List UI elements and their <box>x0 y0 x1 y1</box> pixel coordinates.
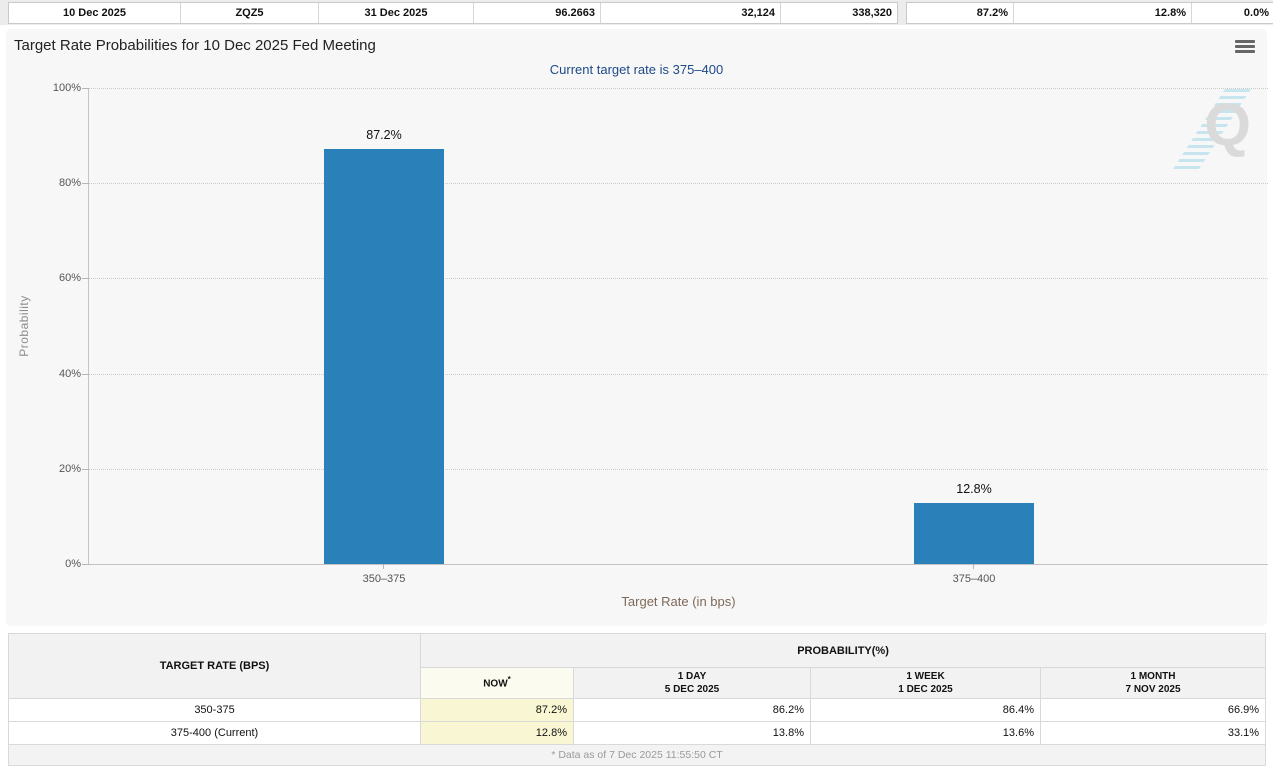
y-tick <box>82 468 89 470</box>
y-tick <box>82 373 89 375</box>
y-tick <box>82 278 89 280</box>
one-week-cell: 86.4% <box>810 698 1041 722</box>
y-tick-label: 0% <box>65 558 81 570</box>
chart-subtitle: Current target rate is 375–400 <box>549 62 724 77</box>
y-tick-label: 100% <box>52 82 81 94</box>
y-axis-title-text: Probability <box>17 295 31 357</box>
period-label: 1 MONTH <box>1130 670 1176 682</box>
strip-open-interest: 338,320 <box>852 7 892 19</box>
strip-contract-code: ZQZ5 <box>181 3 319 23</box>
menu-bar <box>1235 50 1255 53</box>
probability-bar-350-375[interactable] <box>324 148 444 564</box>
table-row-350-375: 350-375 87.2% 86.2% 86.4% 66.9% <box>8 698 1267 722</box>
probability-table: TARGET RATE (BPS) PROBABILITY(%) NOW* 1 … <box>7 633 1267 766</box>
probability-table-section: TARGET RATE (BPS) PROBABILITY(%) NOW* 1 … <box>7 633 1267 766</box>
period-label: 1 DAY <box>677 670 707 682</box>
bar-value-label: 12.8% <box>956 482 992 497</box>
gridline-60 <box>89 278 1268 280</box>
y-tick-label: 20% <box>58 462 81 475</box>
y-tick <box>82 183 89 185</box>
gridline-100 <box>89 88 1268 89</box>
bar-value-label: 87.2% <box>366 127 402 142</box>
chart-panel: Target Rate Probabilities for 10 Dec 202… <box>6 29 1268 626</box>
x-tick <box>973 564 974 569</box>
strip-expiry-date: 31 Dec 2025 <box>319 3 474 23</box>
header-1-week: 1 WEEK 1 DEC 2025 <box>810 667 1041 699</box>
now-footnote-marker: * <box>507 675 511 685</box>
now-cell: 87.2% <box>420 698 574 722</box>
period-date: 1 DEC 2025 <box>898 684 953 695</box>
header-1-day: 1 DAY 5 DEC 2025 <box>573 667 811 699</box>
header-1-month: 1 MONTH 7 NOV 2025 <box>1039 667 1267 699</box>
table-row-375-400-current: 375-400 (Current) 12.8% 13.8% 13.6% 33.1… <box>8 721 1267 745</box>
menu-bar <box>1235 40 1255 43</box>
now-label: NOW <box>483 678 508 690</box>
x-category-label: 350–375 <box>362 573 406 585</box>
quikstrike-q-watermark-icon: Q <box>1171 89 1251 169</box>
contract-quote-group: 10 Dec 2025 ZQZ5 31 Dec 2025 96.2663 32,… <box>8 2 898 24</box>
bar-chart-plot-area: 100% 80% 60% 40% 20% 0% Probability 87.2… <box>17 82 1268 609</box>
page-title: Target Rate Probabilities for 10 Dec 202… <box>14 37 376 54</box>
one-day-cell: 86.2% <box>573 698 811 722</box>
header-now: NOW* <box>420 667 574 699</box>
header-target-rate: TARGET RATE (BPS) <box>8 633 421 699</box>
period-date: 7 NOV 2025 <box>1125 684 1181 695</box>
data-as-of-footnote: * Data as of 7 Dec 2025 11:55:50 CT <box>7 744 1267 766</box>
rate-cell: 350-375 <box>8 698 421 722</box>
x-category-label: 375–400 <box>952 573 996 585</box>
period-label: 1 WEEK <box>906 670 945 682</box>
strip-prob-1: 87.2% <box>907 3 1014 23</box>
one-month-cell: 66.9% <box>1039 698 1267 722</box>
gridline-20 <box>89 468 1268 470</box>
hamburger-menu-icon[interactable] <box>1235 40 1255 55</box>
strip-volume: 32,124 <box>601 3 781 23</box>
y-tick <box>82 88 89 89</box>
one-day-cell: 13.8% <box>573 721 811 745</box>
watermark-letter: Q <box>1204 91 1251 158</box>
y-tick-label: 80% <box>58 177 81 190</box>
table-footnote-row: * Data as of 7 Dec 2025 11:55:50 CT <box>7 744 1267 766</box>
strip-price: 96.2663 <box>474 3 601 23</box>
menu-bar <box>1235 45 1255 48</box>
gridline-40 <box>89 373 1268 375</box>
period-date: 5 DEC 2025 <box>664 684 720 695</box>
strip-meeting-date: 10 Dec 2025 <box>9 3 181 23</box>
probability-quote-group: 87.2% 12.8% 0.0% <box>906 2 1273 24</box>
strip-prob-3: 0.0% <box>1243 7 1269 19</box>
one-week-cell: 13.6% <box>810 721 1041 745</box>
now-cell: 12.8% <box>420 721 574 745</box>
one-month-cell: 33.1% <box>1039 721 1267 745</box>
y-tick-label: 60% <box>58 272 81 285</box>
header-probability: PROBABILITY(%) <box>419 633 1267 668</box>
probability-bar-375-400[interactable] <box>914 503 1034 564</box>
x-tick <box>383 564 384 569</box>
gridline-80 <box>89 183 1268 185</box>
strip-prob-2: 12.8% <box>1014 3 1192 23</box>
rate-cell: 375-400 (Current) <box>8 721 421 745</box>
y-axis-title: Probability <box>15 88 33 564</box>
quote-strip: 10 Dec 2025 ZQZ5 31 Dec 2025 96.2663 32,… <box>0 0 1273 25</box>
y-tick <box>82 564 89 565</box>
y-tick-label: 40% <box>58 367 81 380</box>
x-axis-title: Target Rate (in bps) <box>621 594 736 609</box>
